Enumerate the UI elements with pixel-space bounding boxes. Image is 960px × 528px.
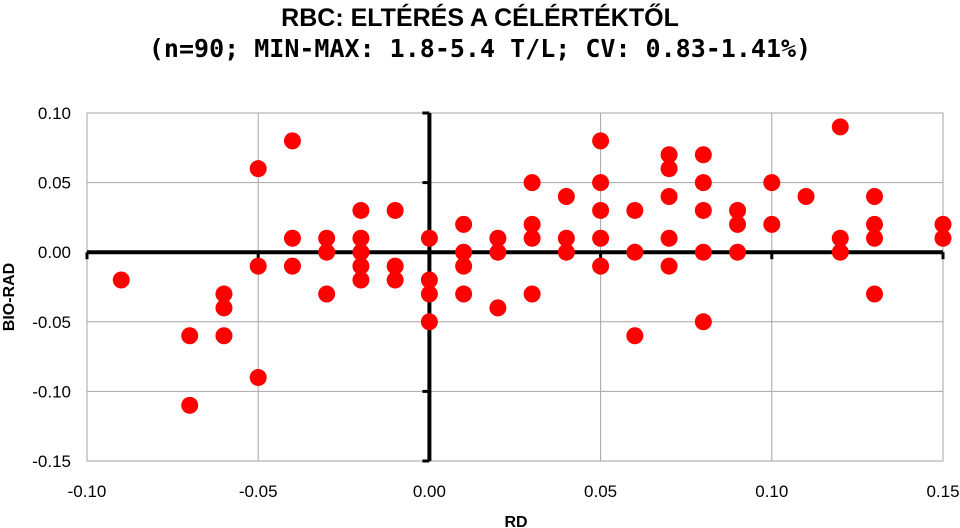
data-point — [866, 215, 884, 233]
data-point — [352, 229, 370, 247]
data-point — [523, 215, 541, 233]
data-point — [318, 285, 336, 303]
data-point — [318, 243, 336, 261]
data-point — [592, 257, 610, 275]
data-point — [592, 132, 610, 150]
data-point — [763, 215, 781, 233]
data-point — [694, 201, 712, 219]
data-point — [660, 188, 678, 206]
data-point — [660, 229, 678, 247]
data-point — [831, 243, 849, 261]
y-tick-label: 0.10 — [38, 104, 71, 123]
y-tick-label: -0.15 — [32, 452, 71, 471]
data-point — [215, 285, 233, 303]
data-point — [352, 271, 370, 289]
data-point — [386, 257, 404, 275]
data-point — [626, 243, 644, 261]
y-tick-label: -0.05 — [32, 313, 71, 332]
data-point — [352, 201, 370, 219]
data-point — [283, 132, 301, 150]
data-point — [420, 229, 438, 247]
data-point — [455, 285, 473, 303]
data-point — [489, 299, 507, 317]
data-point — [386, 201, 404, 219]
data-point — [797, 188, 815, 206]
data-point — [386, 271, 404, 289]
chart-subtitle: (n=90; MIN-MAX: 1.8-5.4 T/L; CV: 0.83-1.… — [148, 34, 812, 63]
data-point — [729, 201, 747, 219]
data-point — [626, 327, 644, 345]
data-point — [318, 229, 336, 247]
data-point — [215, 299, 233, 317]
data-point — [352, 257, 370, 275]
data-point — [763, 174, 781, 192]
x-axis-title: RD — [504, 514, 527, 528]
data-point — [420, 285, 438, 303]
data-point — [660, 160, 678, 178]
data-point — [181, 396, 199, 414]
data-point — [729, 243, 747, 261]
data-point — [831, 118, 849, 136]
x-tick-label: 0.15 — [926, 482, 959, 501]
data-point — [181, 327, 199, 345]
x-tick-label: 0.10 — [755, 482, 788, 501]
y-tick-label: 0.00 — [38, 243, 71, 262]
data-point — [626, 201, 644, 219]
data-point — [831, 229, 849, 247]
y-tick-label: -0.10 — [32, 382, 71, 401]
data-point — [694, 174, 712, 192]
data-point — [557, 229, 575, 247]
data-point — [523, 229, 541, 247]
data-point — [866, 229, 884, 247]
data-point — [592, 201, 610, 219]
data-point — [489, 229, 507, 247]
plot-area — [86, 112, 944, 462]
data-point — [420, 271, 438, 289]
data-point — [283, 229, 301, 247]
data-point — [420, 313, 438, 331]
data-point — [352, 243, 370, 261]
x-tick-label: 0.00 — [413, 482, 446, 501]
y-axis-title: BIO-RAD — [1, 263, 18, 331]
data-point — [523, 174, 541, 192]
y-tick-label: 0.05 — [38, 174, 71, 193]
data-point — [455, 257, 473, 275]
data-point — [455, 243, 473, 261]
x-tick-label: -0.10 — [68, 482, 107, 501]
data-point — [934, 229, 952, 247]
data-point — [249, 257, 267, 275]
data-point — [283, 257, 301, 275]
data-point — [592, 174, 610, 192]
data-point — [694, 243, 712, 261]
data-point — [249, 368, 267, 386]
data-point — [660, 257, 678, 275]
data-point — [557, 243, 575, 261]
data-point — [866, 188, 884, 206]
data-point — [694, 146, 712, 164]
data-point — [934, 215, 952, 233]
data-point — [557, 188, 575, 206]
data-point — [523, 285, 541, 303]
data-point — [112, 271, 130, 289]
data-point — [592, 229, 610, 247]
data-point — [215, 327, 233, 345]
data-point — [489, 243, 507, 261]
data-point — [694, 313, 712, 331]
x-tick-label: 0.05 — [584, 482, 617, 501]
data-point — [249, 160, 267, 178]
data-point — [455, 215, 473, 233]
data-point — [660, 146, 678, 164]
chart-title: RBC: ELTÉRÉS A CÉLÉRTÉKTŐL — [281, 4, 679, 32]
x-tick-label: -0.05 — [239, 482, 278, 501]
data-point — [729, 215, 747, 233]
data-point — [866, 285, 884, 303]
